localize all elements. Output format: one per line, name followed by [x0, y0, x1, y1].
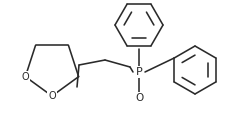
Text: P: P: [136, 67, 142, 77]
Text: O: O: [22, 72, 29, 82]
Text: O: O: [135, 93, 143, 103]
Text: O: O: [48, 91, 56, 101]
